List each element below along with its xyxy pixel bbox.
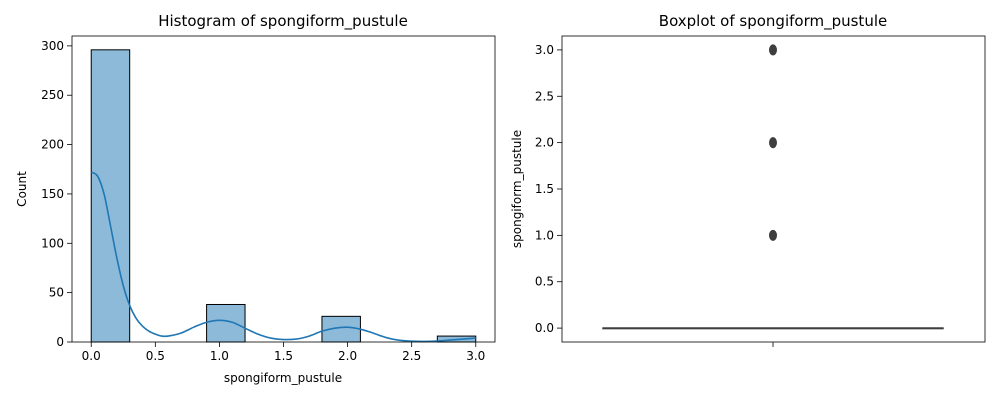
histogram-y-tick-label-1: 50: [49, 286, 64, 300]
boxplot-outlier-point-1: [769, 137, 777, 149]
histogram-bars: [90, 49, 477, 343]
boxplot-y-tick-label-1: 0.5: [535, 275, 554, 289]
boxplot-y-ticks: 0.0 0.5 1.0 1.5 2.0 2.5 3.0: [535, 43, 562, 335]
histogram-panel: Histogram of spongiform_pustule 0.0 0.5 1.…: [15, 12, 496, 385]
boxplot-y-tick-label-5: 2.5: [535, 89, 554, 103]
boxplot-title: Boxplot of spongiform_pustule: [659, 12, 887, 31]
boxplot-y-tick-label-3: 1.5: [535, 182, 554, 196]
histogram-x-ticks: 0.0 0.5 1.0 1.5 2.0 2.5 3.0: [82, 342, 485, 363]
boxplot-outlier-point-2: [769, 44, 777, 56]
boxplot-axes-frame: [561, 35, 986, 343]
histogram-x-tick-label-4: 2.0: [338, 349, 357, 363]
histogram-y-tick-label-2: 100: [41, 236, 64, 250]
histogram-x-tick-label-2: 1.0: [210, 349, 229, 363]
histogram-x-tick-label-0: 0.0: [82, 349, 101, 363]
histogram-title: Histogram of spongiform_pustule: [158, 12, 408, 31]
histogram-y-tick-label-5: 250: [41, 88, 64, 102]
histogram-bar-1: [206, 303, 246, 343]
histogram-axes-frame: [71, 35, 496, 343]
histogram-y-tick-label-6: 300: [41, 39, 64, 53]
boxplot-y-tick-label-0: 0.0: [535, 321, 554, 335]
boxplot-y-tick-label-4: 2.0: [535, 136, 554, 150]
histogram-x-tick-label-3: 1.5: [274, 349, 293, 363]
histogram-x-tick-label-6: 3.0: [466, 349, 485, 363]
boxplot-body: [602, 327, 944, 330]
histogram-x-tick-label-5: 2.5: [402, 349, 421, 363]
boxplot-y-tick-label-2: 1.0: [535, 228, 554, 242]
boxplot-outliers: [769, 44, 777, 241]
boxplot-y-tick-label-6: 3.0: [535, 43, 554, 57]
boxplot-panel: Boxplot of spongiform_pustule 0.0 0.5 1.0 1…: [510, 12, 986, 347]
histogram-y-tick-label-3: 150: [41, 187, 64, 201]
histogram-y-axis-label: Count: [15, 171, 29, 207]
histogram-y-tick-label-4: 200: [41, 138, 64, 152]
histogram-bar-0: [90, 49, 131, 343]
histogram-kde-line: [90, 171, 476, 343]
boxplot-y-axis-label: spongiform_pustule: [510, 130, 524, 248]
histogram-x-tick-label-1: 0.5: [146, 349, 165, 363]
histogram-y-ticks: 0 50 100 150 200 250 300: [41, 39, 72, 349]
histogram-y-tick-label-0: 0: [56, 335, 64, 349]
boxplot-outlier-point-0: [769, 229, 777, 241]
histogram-x-axis-label: spongiform_pustule: [224, 371, 342, 385]
